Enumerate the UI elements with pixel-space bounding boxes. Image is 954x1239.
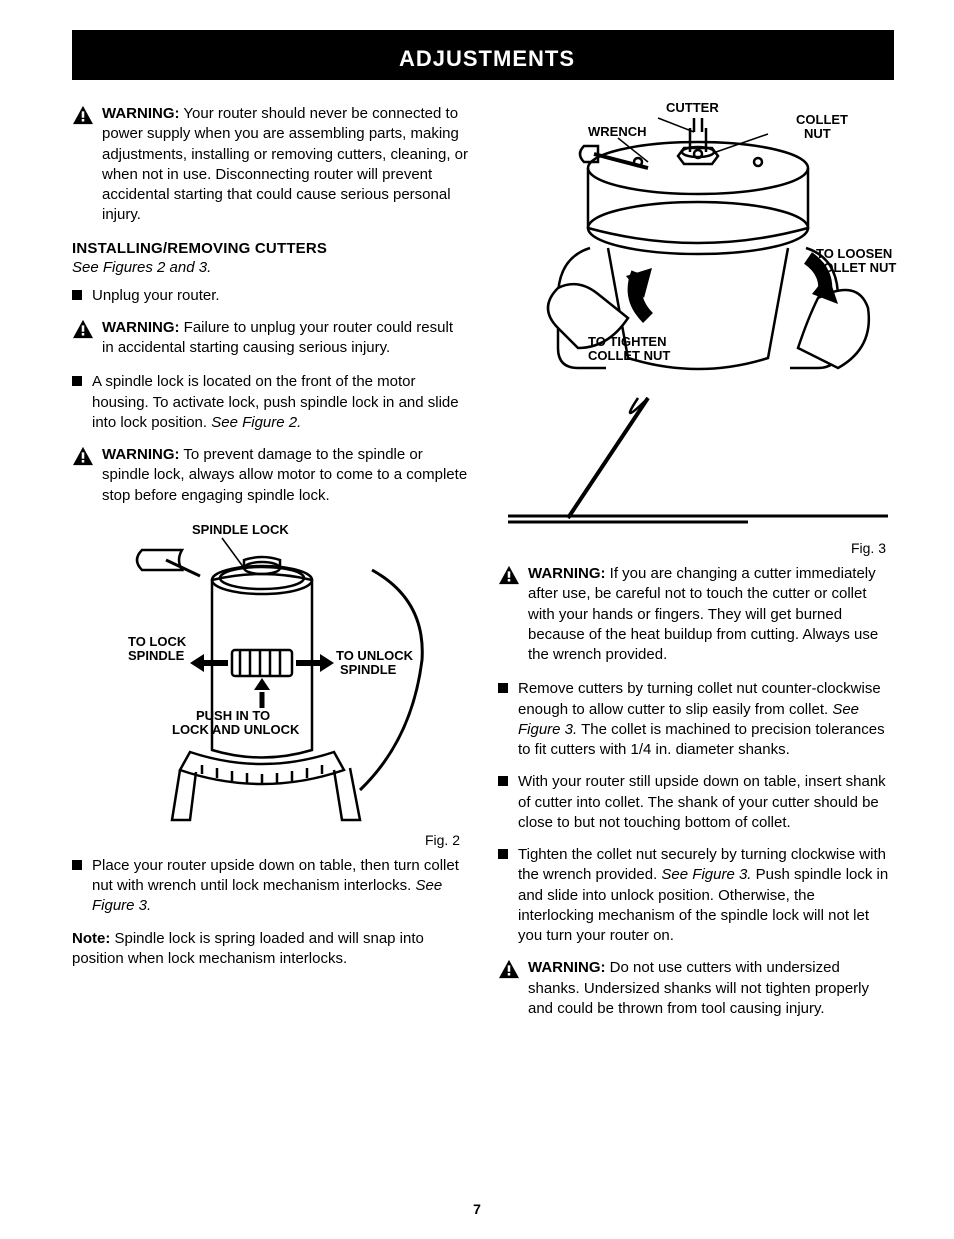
svg-text:TO TIGHTEN: TO TIGHTEN xyxy=(588,334,666,349)
figure-2-caption: Fig. 2 xyxy=(72,832,468,848)
note-body: Spindle lock is spring loaded and will s… xyxy=(72,930,424,967)
warning-block-5: WARNING: Do not use cutters with undersi… xyxy=(498,958,894,1019)
square-bullet-icon xyxy=(498,683,508,693)
square-bullet-icon xyxy=(72,860,82,870)
warning-icon xyxy=(72,446,94,466)
svg-text:TO UNLOCK: TO UNLOCK xyxy=(336,648,414,663)
bullet-item: Tighten the collet nut securely by turni… xyxy=(498,845,894,946)
svg-text:CUTTER: CUTTER xyxy=(666,100,719,115)
svg-text:TO LOCK: TO LOCK xyxy=(128,634,187,649)
warning-text: WARNING: If you are changing a cutter im… xyxy=(528,564,894,665)
square-bullet-icon xyxy=(498,776,508,786)
square-bullet-icon xyxy=(72,376,82,386)
svg-text:LOCK AND UNLOCK: LOCK AND UNLOCK xyxy=(172,722,300,737)
bullet-item: Place your router upside down on table, … xyxy=(72,856,468,917)
svg-text:COLLET NUT: COLLET NUT xyxy=(814,260,896,275)
warning-block-4: WARNING: If you are changing a cutter im… xyxy=(498,564,894,665)
bullet-text: Tighten the collet nut securely by turni… xyxy=(518,845,894,946)
svg-text:SPINDLE: SPINDLE xyxy=(340,662,397,677)
warning-label: WARNING: xyxy=(102,319,180,336)
warning-icon xyxy=(498,959,520,979)
right-column: CUTTER WRENCH COLLET NUT TO LOOSEN COLLE… xyxy=(498,104,894,1033)
warning-block-1: WARNING: Your router should never be con… xyxy=(72,104,468,226)
svg-text:SPINDLE LOCK: SPINDLE LOCK xyxy=(192,522,289,537)
figure-ref: See Figure 3. xyxy=(661,866,751,883)
bullet-item: Unplug your router. xyxy=(72,286,468,306)
svg-text:TO LOOSEN: TO LOOSEN xyxy=(816,246,892,261)
bullet-text: A spindle lock is located on the front o… xyxy=(92,372,468,433)
square-bullet-icon xyxy=(72,290,82,300)
svg-text:COLLET NUT: COLLET NUT xyxy=(588,348,670,363)
warning-icon xyxy=(498,565,520,585)
warning-label: WARNING: xyxy=(102,446,180,463)
section-header: ADJUSTMENTS xyxy=(72,30,894,80)
warning-text: WARNING: Failure to unplug your router c… xyxy=(102,318,468,359)
content-columns: WARNING: Your router should never be con… xyxy=(72,104,894,1033)
figure-ref: See Figure 2. xyxy=(211,414,301,431)
bullet-item: A spindle lock is located on the front o… xyxy=(72,372,468,433)
warning-label: WARNING: xyxy=(528,565,606,582)
svg-text:PUSH IN TO: PUSH IN TO xyxy=(196,708,270,723)
bullet-item: With your router still upside down on ta… xyxy=(498,772,894,833)
warning-text: WARNING: Do not use cutters with undersi… xyxy=(528,958,894,1019)
svg-text:SPINDLE: SPINDLE xyxy=(128,648,185,663)
section-heading: INSTALLING/REMOVING CUTTERS xyxy=(72,240,468,257)
svg-text:WRENCH: WRENCH xyxy=(588,124,647,139)
bullet-text: Unplug your router. xyxy=(92,286,468,306)
bullet-item: Remove cutters by turning collet nut cou… xyxy=(498,679,894,760)
bullet-text: Place your router upside down on table, … xyxy=(92,856,468,917)
bullet-text: With your router still upside down on ta… xyxy=(518,772,894,833)
warning-label: WARNING: xyxy=(102,105,180,122)
warning-block-3: WARNING: To prevent damage to the spindl… xyxy=(72,445,468,506)
svg-text:COLLET: COLLET xyxy=(796,112,848,127)
svg-text:NUT: NUT xyxy=(804,126,831,141)
warning-icon xyxy=(72,105,94,125)
note-block: Note: Spindle lock is spring loaded and … xyxy=(72,929,468,970)
see-figures-ref: See Figures 2 and 3. xyxy=(72,259,468,276)
bullet-text: Remove cutters by turning collet nut cou… xyxy=(518,679,894,760)
warning-label: WARNING: xyxy=(528,959,606,976)
figure-3: CUTTER WRENCH COLLET NUT TO LOOSEN COLLE… xyxy=(498,98,894,556)
warning-text: WARNING: Your router should never be con… xyxy=(102,104,468,226)
figure-2: SPINDLE LOCK TO LOCK SPINDLE TO UNLOCK S… xyxy=(72,520,468,848)
page-number: 7 xyxy=(0,1201,954,1217)
warning-body: Your router should never be connected to… xyxy=(102,105,468,223)
warning-block-2: WARNING: Failure to unplug your router c… xyxy=(72,318,468,359)
figure-3-caption: Fig. 3 xyxy=(498,540,894,556)
square-bullet-icon xyxy=(498,849,508,859)
warning-text: WARNING: To prevent damage to the spindl… xyxy=(102,445,468,506)
note-label: Note: xyxy=(72,930,110,947)
warning-icon xyxy=(72,319,94,339)
left-column: WARNING: Your router should never be con… xyxy=(72,104,468,1033)
